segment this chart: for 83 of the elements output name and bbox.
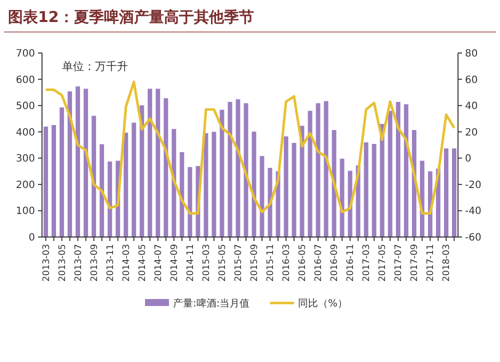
bar — [188, 167, 192, 237]
x-tick-label: 2014-03 — [122, 244, 132, 282]
bar — [308, 110, 312, 237]
x-tick-label: 2014-05 — [138, 244, 148, 282]
bar — [332, 130, 336, 237]
x-tick-label: 2018-03 — [442, 244, 452, 282]
bar — [140, 105, 144, 237]
x-tick-label: 2016-07 — [314, 244, 324, 282]
x-tick-label: 2017-11 — [426, 244, 436, 282]
bar — [68, 91, 72, 237]
y-tick-label: 500 — [16, 101, 35, 112]
x-tick-label: 2014-09 — [170, 244, 180, 282]
x-tick-label: 2016-05 — [298, 244, 308, 282]
bar — [388, 110, 392, 237]
bar — [404, 104, 408, 237]
y2-tick-label: 80 — [465, 48, 478, 60]
line-series — [44, 80, 456, 215]
y2-tick-label: 0 — [465, 154, 472, 165]
bar — [316, 103, 320, 237]
bar — [84, 88, 88, 237]
bar — [76, 86, 80, 237]
x-tick-label: 2015-07 — [234, 244, 244, 282]
bar — [420, 160, 424, 237]
y2-tick-label: -20 — [465, 180, 482, 191]
x-tick-label: 2013-07 — [74, 244, 84, 282]
legend-label: 产量:啤酒:当月值 — [173, 298, 250, 310]
x-tick-label: 2013-03 — [42, 244, 52, 282]
bar — [44, 126, 48, 237]
bar — [292, 142, 296, 237]
bar — [444, 148, 448, 237]
y-tick-label: 600 — [16, 74, 35, 86]
bar — [396, 102, 400, 237]
x-tick-label: 2014-07 — [154, 244, 164, 282]
bar — [164, 98, 168, 237]
y2-tick-label: 20 — [465, 127, 478, 138]
x-tick-label: 2013-05 — [58, 244, 68, 282]
x-tick-label: 2013-11 — [106, 244, 116, 282]
y-tick-label: 700 — [16, 48, 35, 60]
bar — [212, 132, 216, 237]
y-tick-label: 300 — [16, 154, 35, 165]
y2-tick-label: 60 — [465, 74, 478, 86]
x-tick-label: 2017-09 — [410, 244, 420, 282]
bar — [148, 88, 152, 237]
y2-tick-label: -40 — [465, 206, 482, 218]
legend-label: 同比（%） — [298, 298, 348, 310]
bar — [364, 142, 368, 237]
bar — [284, 136, 288, 237]
y-tick-label: 0 — [28, 232, 35, 244]
x-tick-label: 2016-03 — [282, 244, 292, 282]
x-tick-label: 2015-11 — [266, 244, 276, 282]
y-tick-label: 200 — [16, 180, 35, 191]
y-tick-label: 400 — [16, 127, 35, 138]
bar — [124, 132, 128, 237]
x-tick-label: 2013-09 — [90, 244, 100, 282]
bar — [340, 158, 344, 237]
bar — [324, 101, 328, 237]
x-tick-label: 2014-11 — [186, 244, 196, 282]
bar — [180, 152, 184, 237]
y2-tick-label: -60 — [465, 232, 482, 244]
bar — [92, 116, 96, 237]
x-tick-label: 2015-05 — [218, 244, 228, 282]
bar — [52, 125, 56, 237]
x-tick-label: 2017-05 — [378, 244, 388, 282]
bar — [452, 148, 456, 237]
bar — [172, 128, 176, 237]
bar — [300, 126, 304, 237]
x-tick-label: 2016-09 — [330, 244, 340, 282]
bar — [132, 122, 136, 237]
annotation: 单位：万千升 — [62, 60, 128, 73]
bar — [108, 162, 112, 237]
x-tick-label: 2016-11 — [346, 244, 356, 282]
x-tick-label: 2017-07 — [394, 244, 404, 282]
bar — [372, 144, 376, 237]
y-tick-label: 100 — [16, 206, 35, 218]
bar — [60, 107, 64, 237]
x-tick-label: 2015-03 — [202, 244, 212, 282]
bar — [380, 124, 384, 237]
bar — [156, 88, 160, 237]
bar — [100, 144, 104, 237]
x-tick-label: 2017-03 — [362, 244, 372, 282]
x-tick-label: 2015-09 — [250, 244, 260, 282]
chart-title: 图表12：夏季啤酒产量高于其他季节 — [8, 8, 254, 26]
y2-tick-label: 40 — [465, 101, 478, 112]
